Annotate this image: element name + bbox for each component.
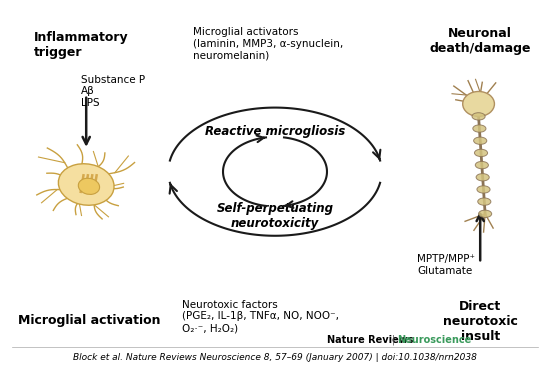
Ellipse shape <box>478 210 492 217</box>
Text: Neuroscience: Neuroscience <box>397 335 471 345</box>
Ellipse shape <box>472 113 485 120</box>
Ellipse shape <box>475 161 488 169</box>
Text: MPTP/MPP⁺
Glutamate: MPTP/MPP⁺ Glutamate <box>417 254 475 276</box>
Ellipse shape <box>473 125 486 132</box>
Ellipse shape <box>58 164 114 205</box>
Ellipse shape <box>478 198 491 205</box>
Text: Block et al. Nature Reviews Neuroscience 8, 57–69 (January 2007) | doi:10.1038/n: Block et al. Nature Reviews Neuroscience… <box>73 353 477 362</box>
Ellipse shape <box>474 137 487 144</box>
Text: Neuronal
death/damage: Neuronal death/damage <box>430 27 531 55</box>
Text: Direct
neurotoxic
insult: Direct neurotoxic insult <box>443 300 518 343</box>
Text: Neurotoxic factors
(PGE₂, IL-1β, TNFα, NO, NOO⁻,
O₂·⁻, H₂O₂): Neurotoxic factors (PGE₂, IL-1β, TNFα, N… <box>182 300 339 333</box>
Text: Microglial activation: Microglial activation <box>18 314 160 327</box>
Text: Microglial activators
(laminin, MMP3, α-synuclein,
neuromelanin): Microglial activators (laminin, MMP3, α-… <box>193 27 343 60</box>
Ellipse shape <box>78 178 100 194</box>
Text: Inflammatory
trigger: Inflammatory trigger <box>34 31 129 59</box>
Text: |: | <box>392 335 395 345</box>
Text: Nature Reviews: Nature Reviews <box>327 335 414 345</box>
Text: Self-perpetuating
neurotoxicity: Self-perpetuating neurotoxicity <box>217 201 333 230</box>
Text: Reactive microgliosis: Reactive microgliosis <box>205 125 345 138</box>
Text: Substance P
Aβ
LPS: Substance P Aβ LPS <box>81 75 145 108</box>
Ellipse shape <box>477 186 490 193</box>
Ellipse shape <box>475 149 488 156</box>
Ellipse shape <box>476 173 490 181</box>
Ellipse shape <box>463 92 494 116</box>
